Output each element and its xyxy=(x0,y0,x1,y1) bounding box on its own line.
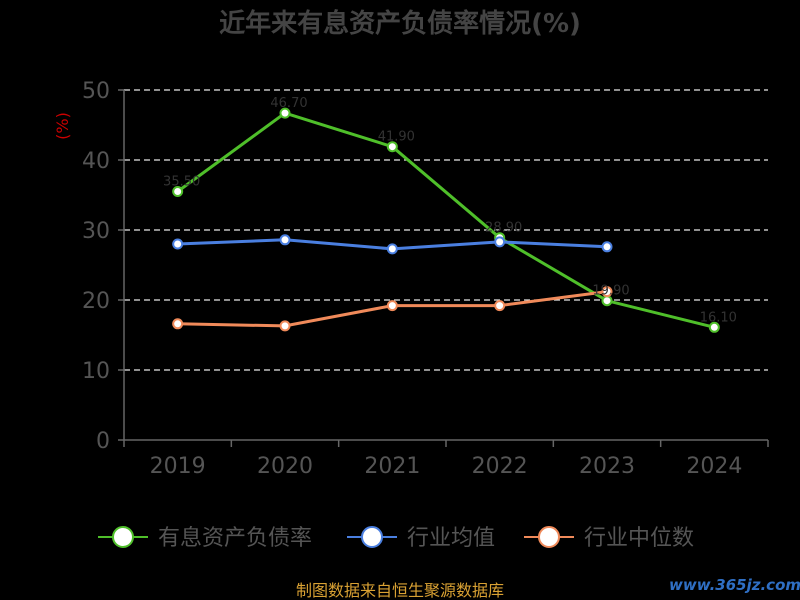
y-tick-label: 0 xyxy=(96,429,110,454)
data-label: 46.70 xyxy=(270,96,307,111)
series-1-labels: 35.50 46.70 41.90 28.90 19.90 16.10 xyxy=(163,96,737,325)
legend-label: 行业中位数 xyxy=(584,526,694,551)
y-tick-label: 10 xyxy=(82,359,110,384)
data-label: 16.10 xyxy=(700,310,737,325)
legend-marker xyxy=(112,526,134,548)
x-tick-label: 2022 xyxy=(472,454,528,479)
data-point xyxy=(279,320,291,332)
data-point xyxy=(279,234,291,246)
legend-item-3: 行业中位数 xyxy=(524,526,694,551)
data-point xyxy=(494,236,506,248)
legend-item-1: 有息资产负债率 xyxy=(98,526,312,551)
y-tick-label: 20 xyxy=(82,289,110,314)
data-point xyxy=(601,241,613,253)
x-tick-label: 2023 xyxy=(579,454,635,479)
data-label: 28.90 xyxy=(485,221,522,236)
x-tick-label: 2024 xyxy=(686,454,742,479)
y-axis-label: (%) xyxy=(53,112,72,140)
series-1 xyxy=(172,107,720,333)
data-point xyxy=(172,318,184,330)
data-point xyxy=(386,141,398,153)
legend-label: 有息资产负债率 xyxy=(158,526,312,551)
legend: 有息资产负债率 行业均值 行业中位数 xyxy=(98,526,694,551)
data-label: 35.50 xyxy=(163,175,200,190)
series-3 xyxy=(172,286,613,332)
axes: 0 10 20 30 40 50 2019 2020 2021 2022 2023 2024 xyxy=(82,79,769,479)
legend-item-2: 行业均值 xyxy=(347,526,495,551)
data-point xyxy=(708,321,720,333)
legend-marker xyxy=(538,526,560,548)
data-point xyxy=(494,300,506,312)
chart-title: 近年来有息资产负债率情况(%) xyxy=(219,8,581,39)
x-tick-label: 2020 xyxy=(257,454,313,479)
y-tick-label: 50 xyxy=(82,79,110,104)
y-tick-label: 30 xyxy=(82,219,110,244)
x-tick-label: 2019 xyxy=(150,454,206,479)
data-point xyxy=(279,107,291,119)
data-label: 19.90 xyxy=(592,284,629,299)
series-line xyxy=(176,111,715,329)
x-tick-label: 2021 xyxy=(364,454,420,479)
data-label: 41.90 xyxy=(378,130,415,145)
data-point xyxy=(172,186,184,197)
data-point xyxy=(172,238,184,250)
legend-label: 行业均值 xyxy=(407,526,495,551)
series-layer: 35.50 46.70 41.90 28.90 19.90 16.10 xyxy=(163,96,737,333)
legend-marker xyxy=(361,526,383,548)
data-point xyxy=(386,300,398,312)
data-point xyxy=(601,286,613,298)
series-2 xyxy=(172,234,613,255)
source-note: 制图数据来自恒生聚源数据库 xyxy=(296,581,504,600)
watermark: www.365jz.com xyxy=(669,576,800,594)
grid xyxy=(124,89,768,371)
data-point xyxy=(386,243,398,255)
y-tick-label: 40 xyxy=(82,149,110,174)
